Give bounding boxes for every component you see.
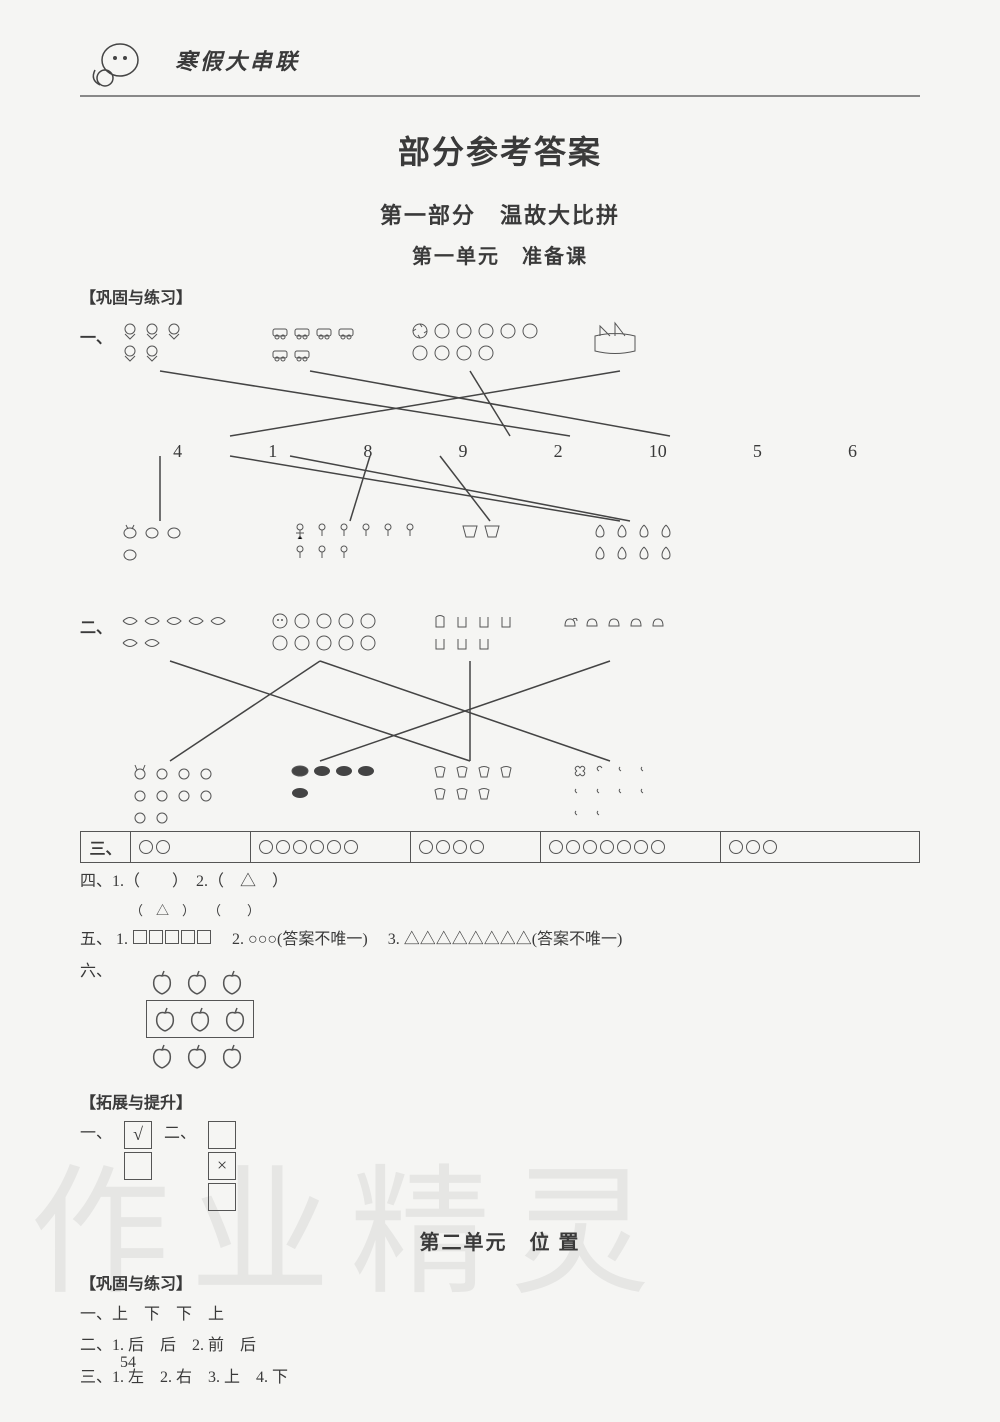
q3-cell	[541, 832, 721, 862]
q2-label: 二、	[80, 614, 110, 818]
expand-line: 一、 √ 二、 ×	[80, 1121, 920, 1211]
q3-label: 三、	[81, 832, 131, 862]
main-title: 部分参考答案	[80, 127, 920, 173]
q5-text1: 1.	[116, 931, 212, 948]
q1-num: 8	[363, 441, 372, 462]
u2-q2: 二、1. 后 后 2. 前 后	[80, 1333, 920, 1359]
expand-q2-label: 二、	[164, 1125, 196, 1142]
q1-num: 2	[554, 441, 563, 462]
checkbox-x: ×	[208, 1152, 236, 1180]
peach-grid	[146, 964, 254, 1074]
q5-pre: （ △ ） （ ）	[80, 901, 920, 922]
unit1-title: 第一单元 准备课	[80, 240, 920, 269]
q1-num: 1	[268, 441, 277, 462]
practice-label: 【巩固与练习】	[80, 284, 920, 308]
page-header: 寒假大串联	[80, 30, 920, 97]
q3-cell	[721, 832, 919, 862]
unit2-title: 第二单元 位 置	[80, 1226, 920, 1255]
q3-table: 三、	[80, 831, 920, 863]
q3-cell	[411, 832, 541, 862]
header-mascot-icon	[80, 30, 160, 90]
checkbox-checked: √	[124, 1121, 152, 1149]
expand-q1-label: 一、	[80, 1125, 112, 1142]
q3-cell	[251, 832, 411, 862]
q1-num: 6	[848, 441, 857, 462]
q6-line: 六、	[80, 959, 920, 1081]
checkbox-empty	[124, 1152, 152, 1180]
q1-label: 一、	[80, 324, 110, 598]
q3-cell	[131, 832, 251, 862]
q1-num: 10	[649, 441, 667, 462]
q5-label: 五、	[80, 931, 112, 948]
q5-text3: 3. △△△△△△△△(答案不唯一)	[388, 931, 623, 948]
q1-matching-diagram: 4 1 8 9 2 10 5 6	[110, 321, 920, 601]
q4-text: 1.（ ） 2.（ △ ）	[112, 873, 288, 890]
u2-q1: 一、上 下 下 上	[80, 1302, 920, 1328]
q4-label: 四、	[80, 873, 112, 890]
q1-num: 5	[753, 441, 762, 462]
q6-label: 六、	[80, 963, 112, 980]
u2-q3: 三、1. 左 2. 右 3. 上 4. 下	[80, 1365, 920, 1391]
header-title: 寒假大串联	[175, 44, 300, 76]
part-title: 第一部分 温故大比拼	[80, 198, 920, 230]
checkbox-group: √	[124, 1121, 152, 1180]
q2-matching-diagram	[110, 611, 920, 821]
checkbox-empty	[208, 1183, 236, 1211]
expand-label: 【拓展与提升】	[80, 1089, 920, 1113]
q1-num: 9	[458, 441, 467, 462]
checkbox-empty	[208, 1121, 236, 1149]
q1-num: 4	[173, 441, 182, 462]
checkbox-group: ×	[208, 1121, 236, 1211]
q4-line: 四、1.（ ） 2.（ △ ）	[80, 869, 920, 895]
q1-numbers: 4 1 8 9 2 10 5 6	[110, 441, 920, 462]
practice-label-2: 【巩固与练习】	[80, 1270, 920, 1294]
q5-line: 五、 1. 2. ○○○(答案不唯一) 3. △△△△△△△△(答案不唯一)	[80, 927, 920, 953]
q5-text2: 2. ○○○(答案不唯一)	[232, 931, 368, 948]
